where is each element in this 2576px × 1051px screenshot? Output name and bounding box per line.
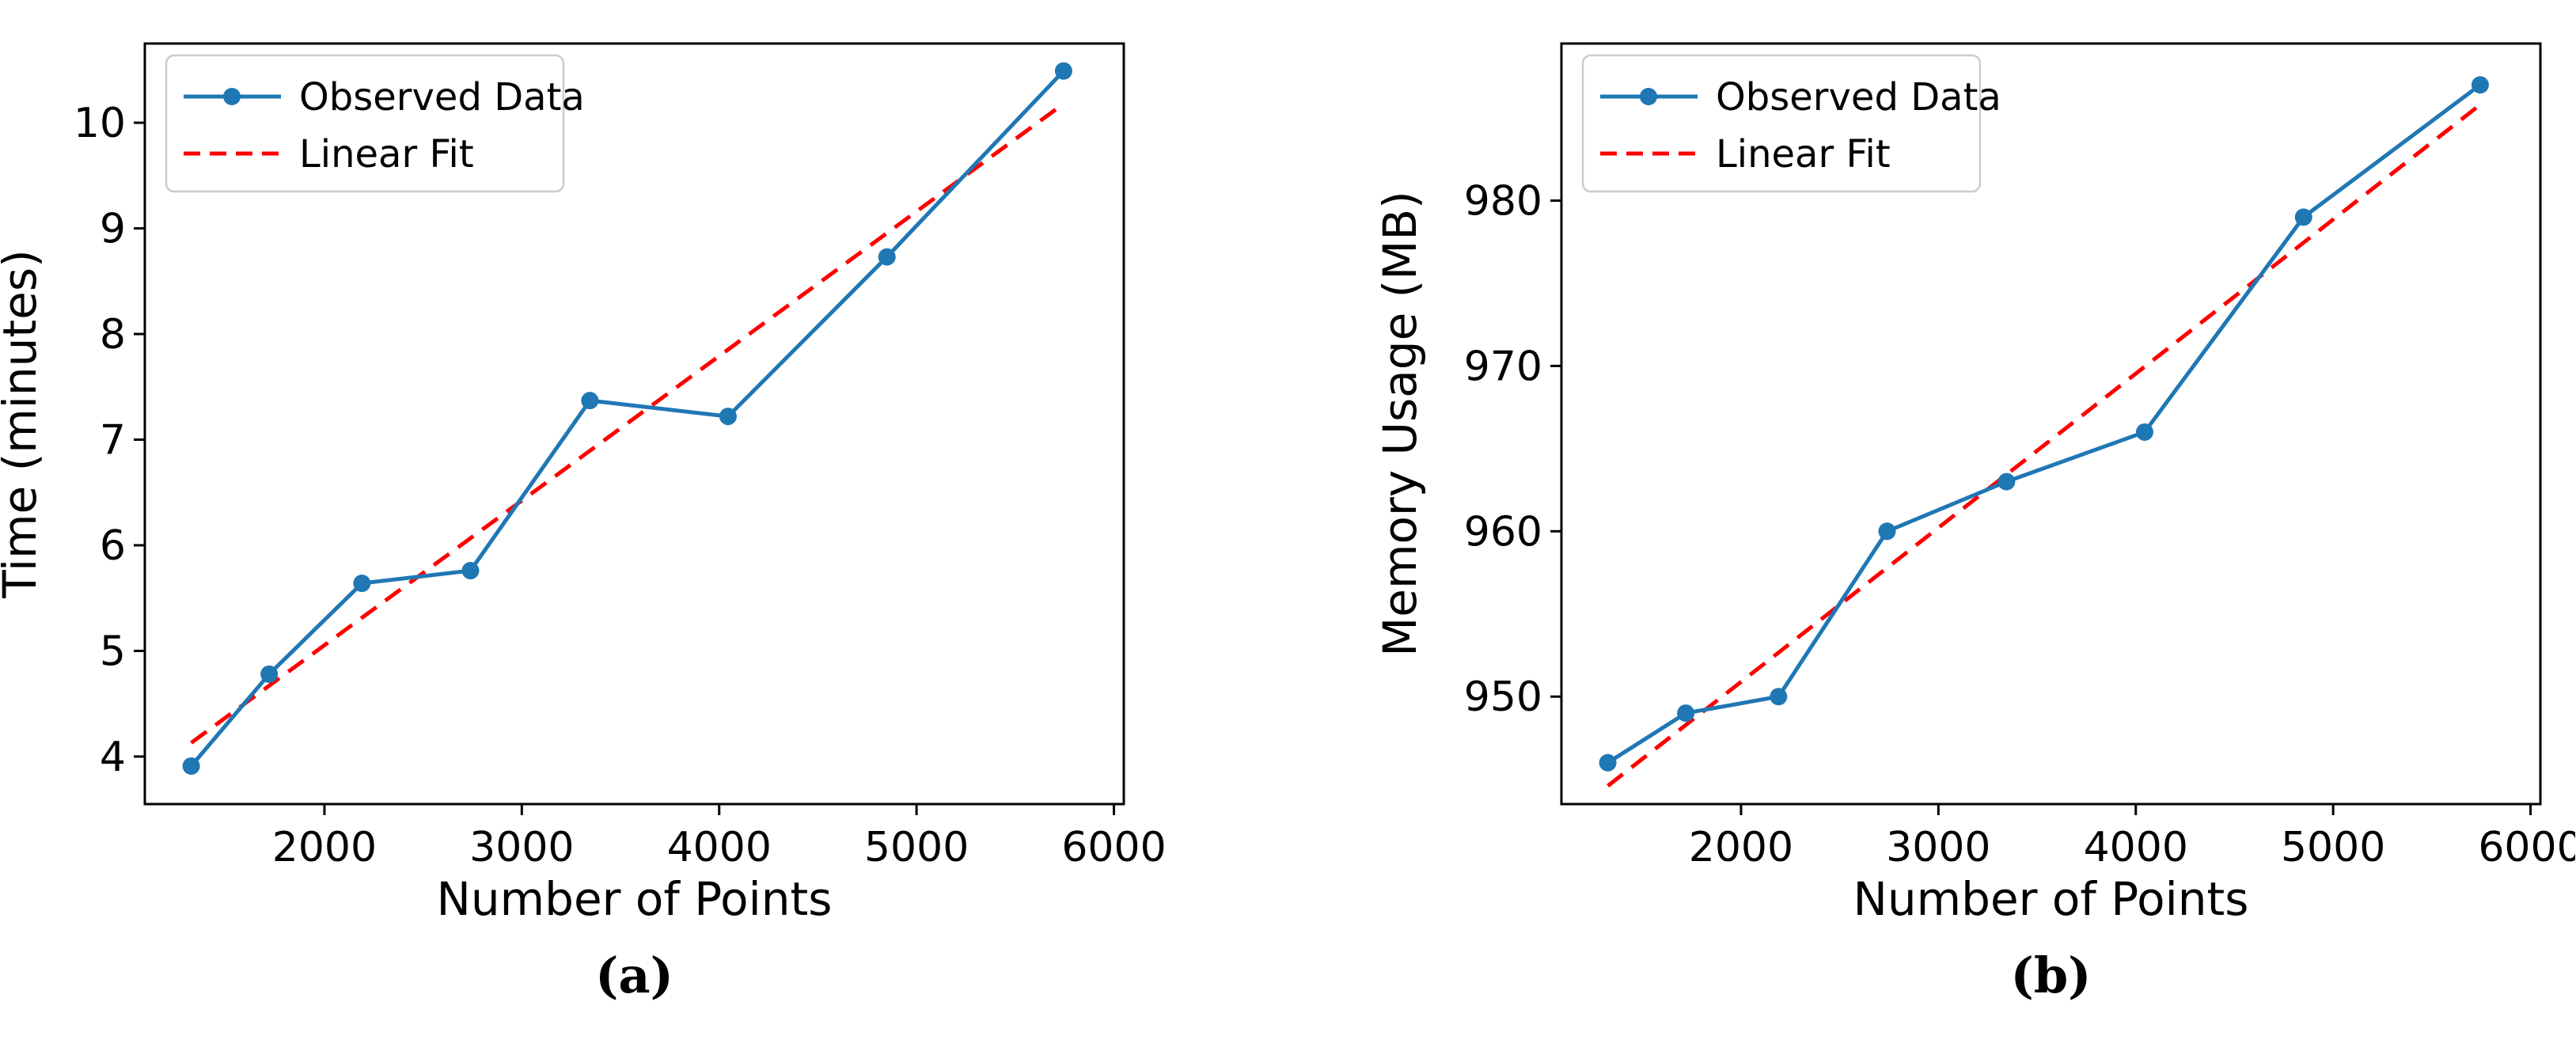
x-tick-label: 6000: [2478, 824, 2575, 871]
observed-marker: [1878, 522, 1896, 541]
y-tick-label: 970: [1464, 343, 1542, 390]
x-tick-label: 2000: [1689, 824, 1793, 871]
x-tick-label: 5000: [864, 824, 969, 871]
legend-fit-label: Linear Fit: [299, 132, 474, 176]
plot-a: 2000 3000 4000 5000 6000 4 5 6 7 8 9 10 Number of Po…: [0, 42, 1167, 926]
y-axis: 950 960 970 980: [1464, 177, 1561, 721]
x-tick-label: 2000: [272, 824, 377, 871]
legend-observed-label: Observed Data: [299, 75, 585, 120]
chart-a-block: 2000 3000 4000 5000 6000 4 5 6 7 8 9 10 Number of Po…: [0, 42, 1167, 1004]
observed-marker: [2294, 208, 2312, 226]
observed-line: [189, 69, 1065, 768]
x-axis-label: Number of Points: [437, 872, 833, 926]
x-axis: 2000 3000 4000 5000 6000: [1689, 804, 2575, 871]
plot-b: 2000 3000 4000 5000 6000 950 960 970 980 Number o…: [1373, 42, 2575, 926]
legend-observed-label: Observed Data: [1716, 75, 2001, 120]
observed-marker: [1770, 688, 1788, 706]
y-tick-label: 10: [74, 100, 126, 147]
x-tick-label: 6000: [1061, 824, 1166, 871]
observed-marker: [353, 575, 371, 593]
observed-marker: [1997, 472, 2016, 491]
observed-marker: [260, 665, 279, 683]
y-tick-label: 950: [1464, 673, 1542, 721]
observed-marker: [719, 408, 737, 426]
legend-observed-marker: [1640, 88, 1657, 105]
observed-marker: [1599, 753, 1617, 772]
y-tick-label: 7: [100, 417, 126, 465]
y-tick-label: 4: [100, 734, 126, 781]
observed-line: [1607, 83, 2482, 765]
x-tick-label: 4000: [2084, 824, 2188, 871]
y-tick-label: 8: [100, 311, 126, 359]
x-tick-label: 5000: [2281, 824, 2385, 871]
observed-marker: [581, 392, 599, 410]
linear-fit-line: [1607, 103, 2482, 787]
y-axis-label: Time (minutes): [0, 249, 47, 598]
chart-a-svg: 2000 3000 4000 5000 6000 4 5 6 7 8 9 10 Number of Po…: [0, 42, 1167, 926]
x-axis: 2000 3000 4000 5000 6000: [272, 804, 1167, 871]
y-tick-label: 960: [1464, 508, 1542, 556]
chart-b-svg: 2000 3000 4000 5000 6000 950 960 970 980 Number o…: [1373, 42, 2575, 926]
observed-marker: [2471, 76, 2489, 94]
legend: Observed Data Linear Fit: [1581, 54, 2001, 193]
x-axis-label: Number of Points: [1853, 872, 2249, 926]
y-tick-label: 5: [100, 628, 126, 675]
observed-marker: [878, 248, 896, 266]
x-tick-label: 4000: [667, 824, 772, 871]
observed-marker: [461, 562, 480, 580]
observed-marker: [2135, 423, 2153, 441]
legend: Observed Data Linear Fit: [165, 54, 585, 193]
y-axis-label: Memory Usage (MB): [1373, 191, 1427, 657]
legend-box: [1581, 54, 1982, 193]
observed-marker: [1054, 62, 1072, 80]
y-tick-label: 9: [100, 206, 126, 253]
y-tick-label: 6: [100, 522, 126, 570]
y-axis: 4 5 6 7 8 9 10: [74, 100, 145, 781]
legend-observed-marker: [223, 88, 241, 105]
observed-marker: [1677, 704, 1695, 723]
observed-marker: [182, 757, 200, 775]
legend-fit-label: Linear Fit: [1716, 132, 1891, 176]
y-tick-label: 980: [1464, 177, 1542, 225]
x-tick-label: 3000: [469, 824, 574, 871]
x-tick-label: 3000: [1886, 824, 1990, 871]
legend-box: [165, 54, 565, 193]
caption-a: (a): [595, 947, 673, 1004]
chart-b-block: 2000 3000 4000 5000 6000 950 960 970 980 Number o…: [1288, 0, 2575, 1051]
caption-b: (b): [2010, 947, 2092, 1004]
